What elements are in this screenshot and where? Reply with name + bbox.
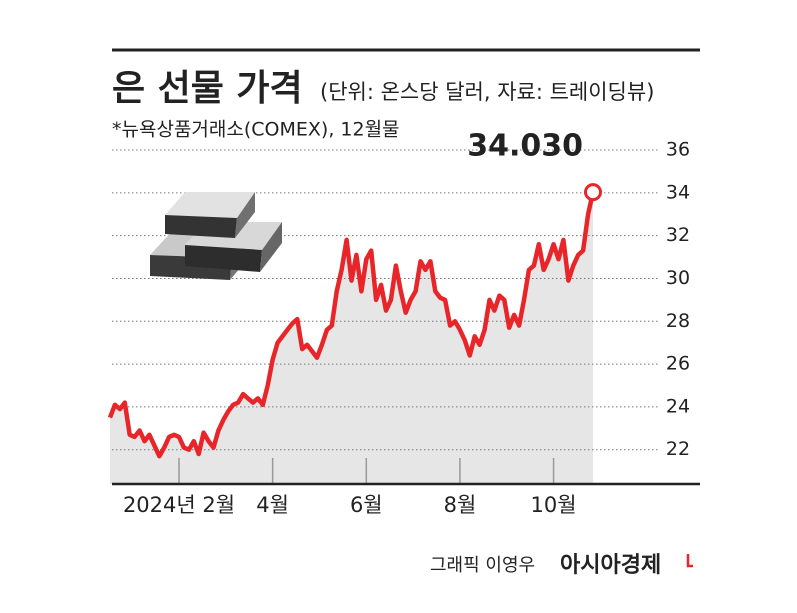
end-marker bbox=[584, 183, 602, 202]
y-tick-label: 34 bbox=[666, 181, 690, 203]
y-tick-label: 22 bbox=[666, 438, 690, 460]
y-tick-label: 30 bbox=[666, 267, 690, 289]
logo-mark bbox=[686, 554, 693, 568]
y-tick-label: 24 bbox=[666, 395, 690, 417]
y-tick-label: 26 bbox=[666, 353, 690, 375]
plot: 22 24 26 28 30 32 34 36 2024년 2월 4월 6월 8월 10월 34.030 bbox=[107, 129, 700, 517]
y-tick-label: 36 bbox=[666, 139, 690, 161]
note: *뉴욕상품거래소(COMEX), 12월물 bbox=[112, 119, 400, 141]
line bbox=[107, 191, 596, 459]
chart-title: 은 선물 가격 bbox=[112, 68, 303, 109]
subtitle: (단위: 온스당 달러, 자료: 트레이딩뷰) bbox=[320, 80, 654, 104]
credit: 그래픽 이영우 bbox=[430, 555, 535, 576]
silver-bars-icon bbox=[150, 192, 282, 280]
x-tick-label: 10월 bbox=[531, 493, 577, 517]
x-tick-label: 8월 bbox=[444, 493, 477, 517]
source: 아시아경제 bbox=[560, 553, 661, 578]
y-tick-label: 32 bbox=[666, 224, 690, 246]
y-tick-label: 28 bbox=[666, 310, 690, 332]
x-tick-label: 4월 bbox=[256, 493, 289, 517]
value-label: 34.030 bbox=[467, 129, 583, 164]
x-tick-label: 6월 bbox=[350, 493, 383, 517]
x-tick-label: 2024년 2월 bbox=[123, 493, 235, 517]
